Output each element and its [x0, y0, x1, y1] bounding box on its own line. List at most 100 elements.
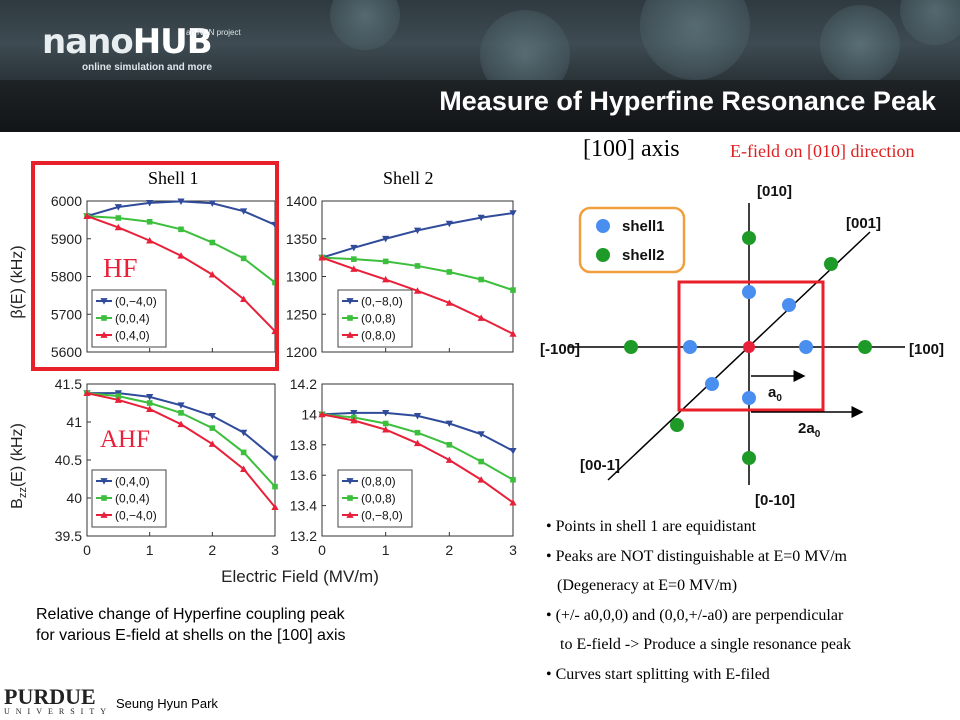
data-point [477, 476, 485, 483]
title-bar [0, 80, 960, 132]
data-point [177, 198, 185, 205]
x-tick-label: 1 [146, 542, 154, 558]
hf-label: HF [103, 253, 138, 283]
axis-title: [100] axis [583, 136, 680, 162]
legend-label: (0,4,0) [115, 475, 150, 489]
data-point [445, 220, 453, 228]
shell1-label: Shell 1 [148, 168, 199, 188]
legend-marker [100, 511, 108, 518]
shell2-point [670, 418, 684, 432]
legend-marker [100, 331, 108, 338]
legend-shell1-dot [596, 219, 610, 233]
data-point [114, 223, 122, 231]
y-tick-label: 5800 [51, 269, 82, 285]
a0-label: a0 [768, 384, 782, 404]
hf-y-label: β(E) (kHz) [9, 245, 26, 318]
legend-marker [100, 298, 108, 305]
x-tick-label: 2 [208, 542, 216, 558]
data-point [240, 255, 247, 262]
data-point [509, 330, 517, 337]
data-point [382, 258, 389, 265]
legend-marker [100, 478, 108, 485]
data-point [115, 393, 122, 399]
data-point [208, 271, 216, 278]
bullet-item: • Peaks are NOT distinguishable at E=0 M… [546, 547, 847, 565]
data-point [446, 442, 453, 448]
data-point [446, 269, 453, 275]
legend-marker [346, 298, 354, 305]
axis-label-001: [001] [846, 215, 881, 232]
bullet-item-cont: (Degeneracy at E=0 MV/m) [557, 577, 738, 594]
data-point [351, 256, 357, 262]
data-point [115, 215, 122, 221]
bullet-list: • Points in shell 1 are equidistant • Pe… [546, 512, 851, 689]
data-point [271, 503, 279, 510]
ahf-y-label: Bzz(E) (kHz) [9, 423, 29, 509]
y-tick-label: 13.6 [290, 467, 317, 483]
data-point [478, 458, 484, 465]
ahf-label: AHF [100, 426, 150, 453]
data-point [382, 275, 390, 283]
legend-label: (0,0,4) [115, 492, 150, 506]
nanohub-logo[interactable]: nanoHUB [42, 22, 213, 62]
data-point [350, 410, 358, 417]
x-tick-label: 3 [271, 542, 279, 558]
data-point [413, 227, 422, 235]
bullet-item: • (+/- a0,0,0) and (0,0,+/-a0) are perpe… [546, 606, 844, 624]
legend-marker [346, 511, 354, 518]
origin-point [743, 341, 755, 353]
legend-marker [101, 495, 107, 501]
data-point [509, 498, 517, 506]
shell1-point [782, 298, 796, 312]
x-tick-label: 3 [509, 542, 517, 558]
data-point [114, 396, 122, 403]
legend-label: (0,−4,0) [115, 295, 157, 309]
data-point [209, 239, 216, 246]
data-point [318, 410, 326, 418]
data-point [209, 425, 216, 431]
y-tick-label: 14.2 [290, 376, 317, 392]
data-point [146, 394, 154, 401]
presenter-name: Seung Hyun Park [116, 696, 218, 711]
slide-title: Measure of Hyperfine Resonance Peak [439, 86, 936, 116]
data-point [177, 420, 185, 428]
shell2-point [742, 231, 756, 245]
y-tick-label: 41.5 [55, 376, 82, 392]
data-point [350, 265, 358, 272]
y-tick-label: 5700 [51, 306, 82, 322]
shell2-point [624, 340, 638, 354]
data-point [350, 416, 358, 424]
axis-label-010: [010] [757, 183, 792, 200]
data-point [382, 420, 389, 427]
data-point [177, 252, 185, 259]
data-point [478, 276, 484, 283]
data-point [272, 483, 278, 490]
y-tick-label: 13.8 [290, 437, 317, 453]
data-point [510, 476, 516, 483]
data-point [350, 244, 358, 252]
y-tick-label: 14 [301, 406, 317, 422]
legend-marker [346, 478, 354, 485]
legend-label: (0,8,0) [361, 329, 396, 343]
y-tick-label: 13.4 [290, 498, 317, 514]
data-point [414, 263, 421, 269]
data-point [146, 200, 154, 207]
y-tick-label: 6000 [51, 193, 82, 209]
data-point [208, 200, 216, 207]
legend-label: (0,4,0) [115, 329, 150, 343]
lattice-diagram: [010] [0-10] [100] [-100] [001] [00-1] s… [540, 183, 944, 509]
data-point [382, 426, 390, 433]
legend-marker [347, 315, 353, 321]
bullet-item: • Curves start splitting with E-filed [546, 665, 770, 683]
logo-ncn: an NCN project [186, 28, 241, 37]
data-point [240, 295, 248, 303]
data-point [177, 402, 185, 409]
data-point [414, 429, 421, 436]
purdue-name: PURDUE [4, 684, 96, 709]
y-tick-label: 1400 [286, 193, 317, 209]
legend-shell2-label: shell2 [622, 247, 665, 264]
data-point [445, 456, 453, 463]
y-tick-label: 1200 [286, 344, 317, 360]
shell1-point [705, 377, 719, 391]
shell2-point [858, 340, 872, 354]
